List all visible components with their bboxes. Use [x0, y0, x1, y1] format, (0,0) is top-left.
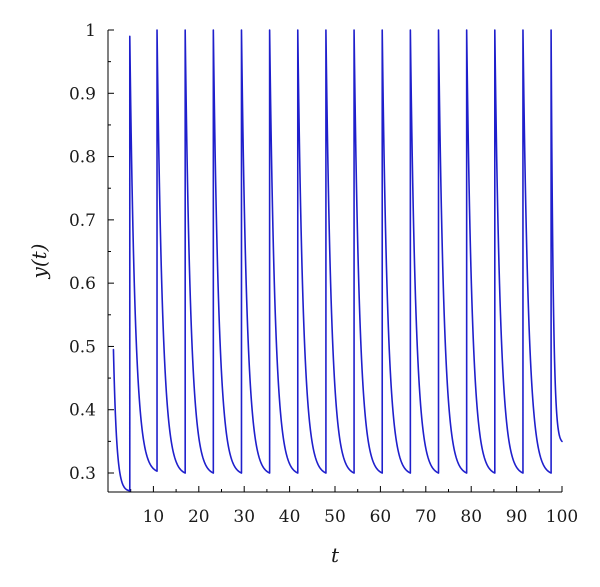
plot-area: 0.3 0.4 0.5 0.6 0.7 0.8 0.9 1 10 20 30 40 50 60 70 80 9… [69, 21, 578, 527]
y-axis-ticks: 0.3 0.4 0.5 0.6 0.7 0.8 0.9 1 [69, 21, 114, 484]
series-line [112, 29, 563, 492]
series-group [112, 29, 563, 492]
x-axis-ticks: 10 20 30 40 50 60 70 80 90 100 [130, 486, 578, 527]
x-tick-label: 80 [460, 507, 482, 527]
y-tick-label: 0.5 [69, 337, 96, 357]
x-tick-label: 40 [279, 507, 301, 527]
x-tick-label: 30 [233, 507, 255, 527]
y-tick-label: 0.7 [69, 211, 96, 231]
y-tick-label: 0.6 [69, 274, 96, 294]
x-axis-label: t [331, 543, 340, 567]
x-tick-label: 70 [415, 507, 437, 527]
x-tick-label: 20 [188, 507, 210, 527]
y-tick-label: 1 [85, 21, 96, 41]
x-tick-label: 100 [546, 507, 578, 527]
x-tick-label: 60 [370, 507, 392, 527]
y-tick-label: 0.4 [69, 401, 96, 421]
x-tick-label: 10 [143, 507, 165, 527]
x-tick-label: 50 [324, 507, 346, 527]
y-tick-label: 0.3 [69, 464, 96, 484]
y-tick-label: 0.8 [69, 148, 96, 168]
x-tick-label: 90 [506, 507, 528, 527]
y-tick-label: 0.9 [69, 84, 96, 104]
y-axis-label: y(t) [27, 244, 51, 280]
